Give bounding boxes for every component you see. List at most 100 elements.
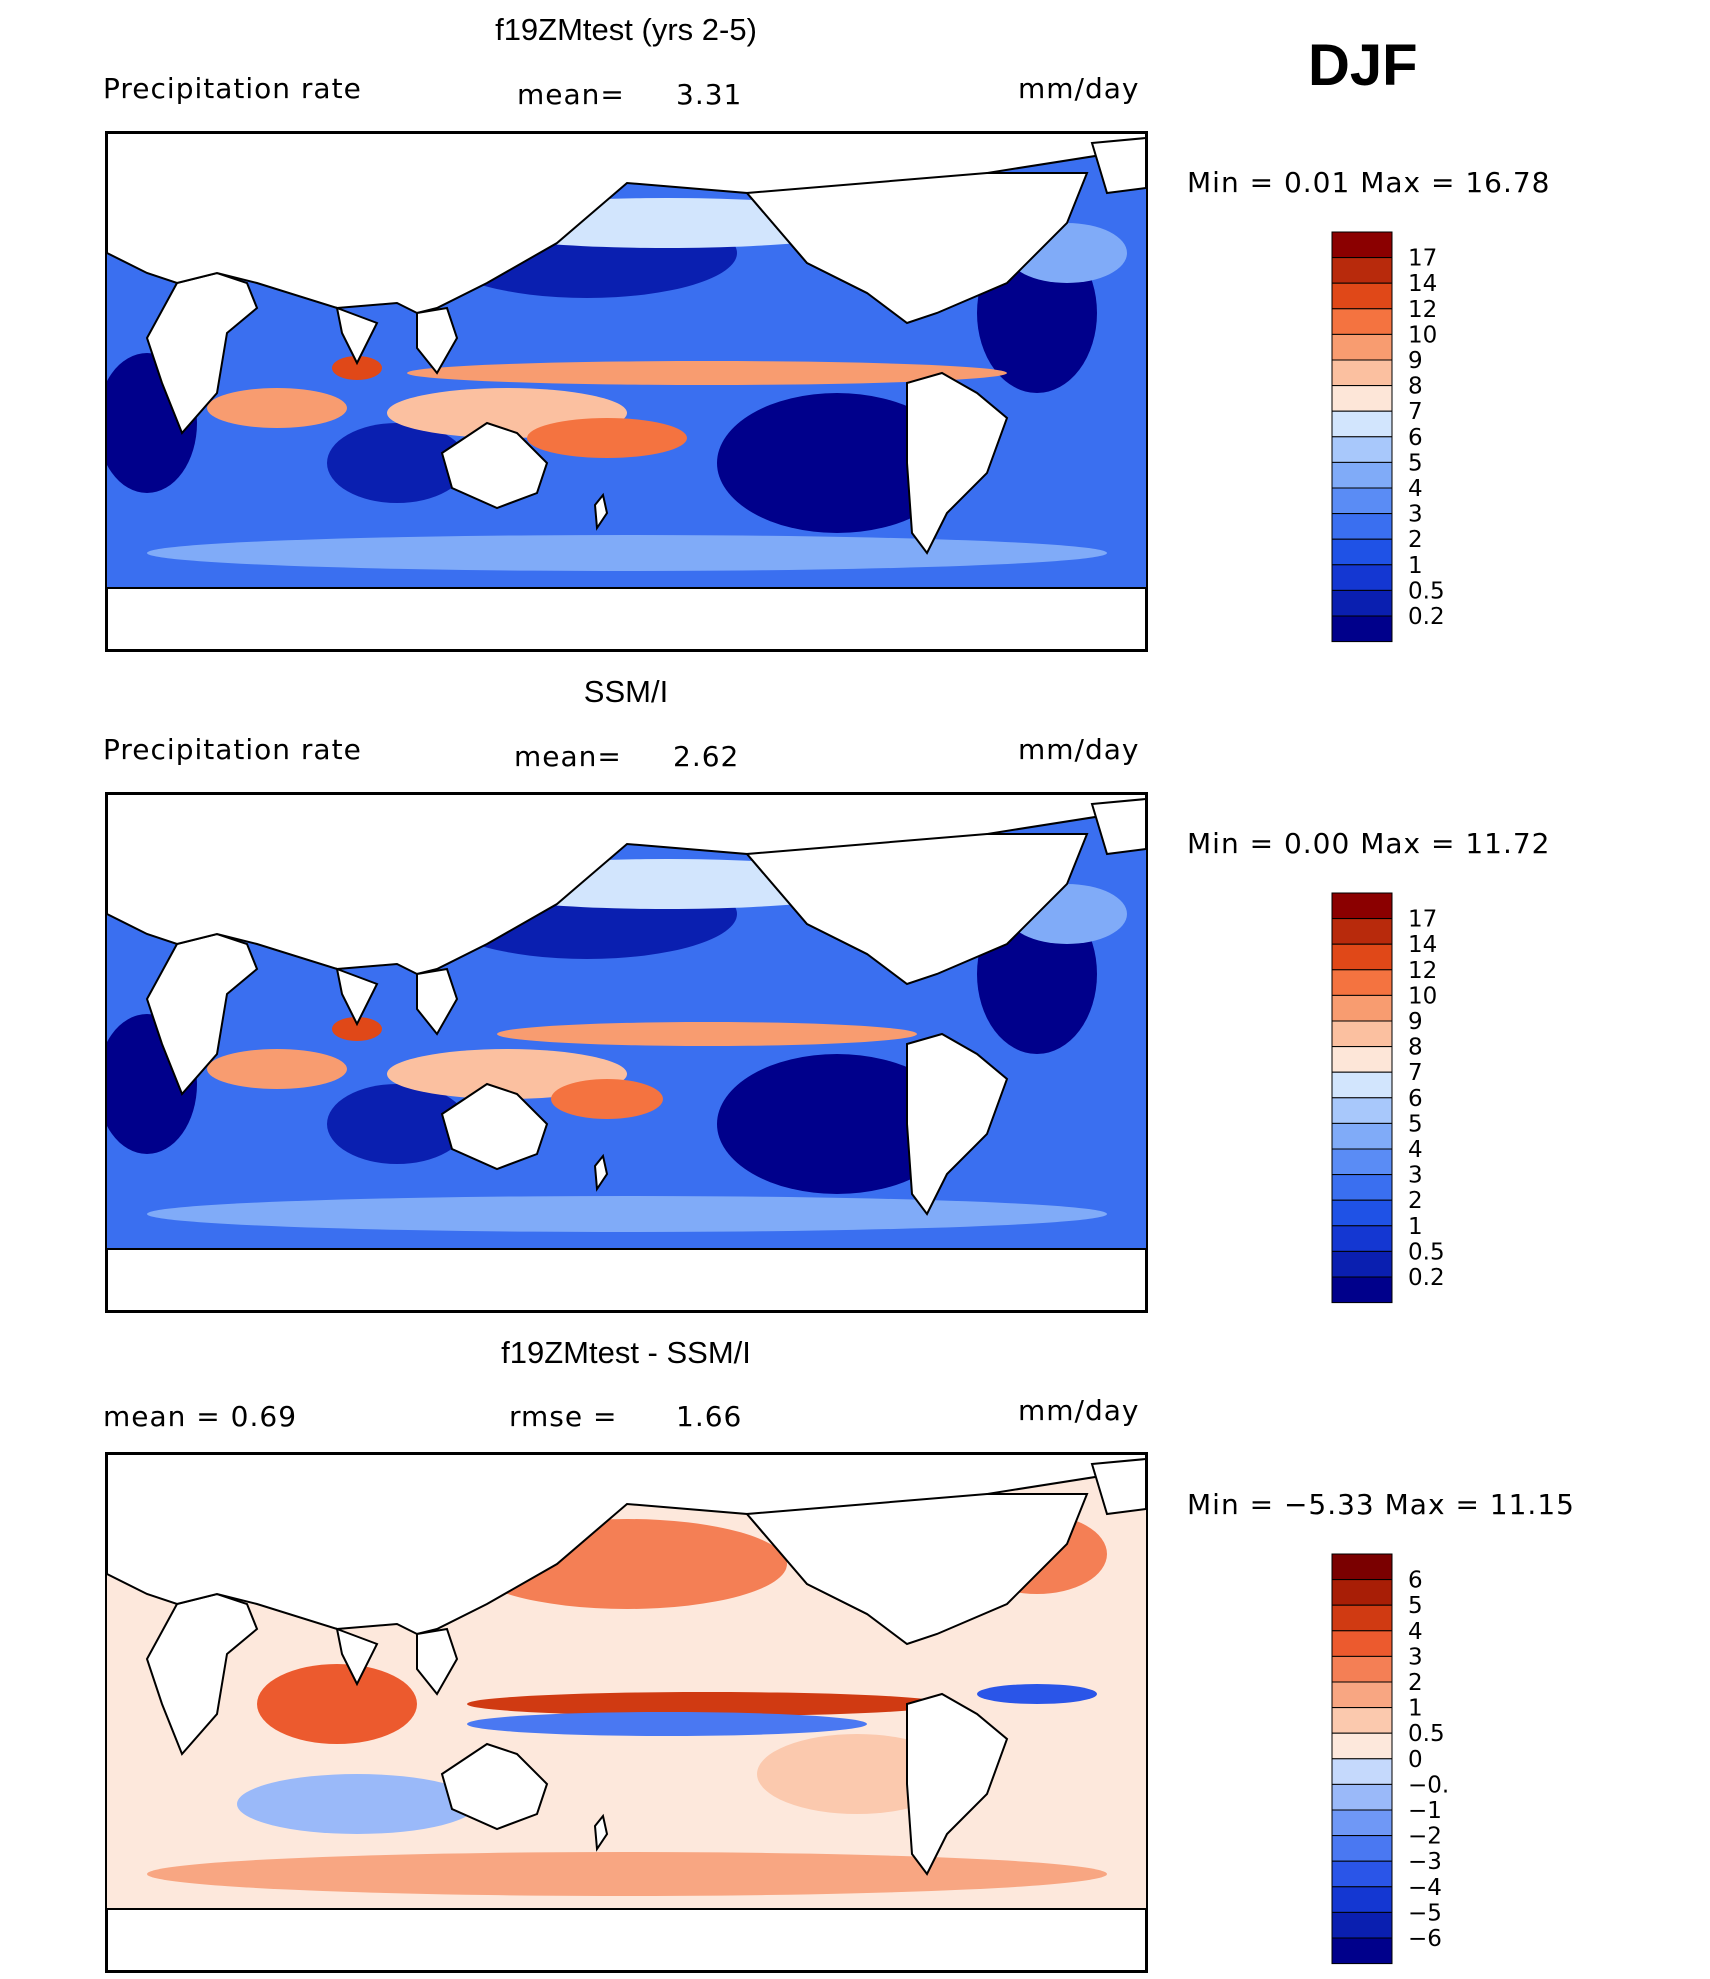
landmass-outline bbox=[107, 1908, 1146, 1971]
colorbar-tick-label: 9 bbox=[1408, 1009, 1423, 1035]
landmass-outline bbox=[335, 1627, 379, 1687]
landmass-outline bbox=[744, 1493, 1089, 1646]
panel-title: f19ZMtest (yrs 2-5) bbox=[495, 12, 757, 47]
spcz bbox=[527, 418, 687, 458]
colorbar-swatch bbox=[1331, 1681, 1393, 1709]
colorbar-swatch bbox=[1331, 282, 1393, 310]
colorbar-swatch bbox=[1331, 892, 1393, 920]
colorbar-tick-label: 2 bbox=[1408, 1670, 1423, 1696]
colorbar-swatch bbox=[1331, 994, 1393, 1022]
colorbar-swatch bbox=[1331, 1199, 1393, 1227]
colorbar-swatch bbox=[1331, 1148, 1393, 1176]
landmass-outline bbox=[744, 833, 1089, 986]
rmse-value: 1.66 bbox=[676, 1400, 743, 1433]
colorbar-swatch bbox=[1331, 1937, 1393, 1965]
variable-label: Precipitation rate bbox=[103, 733, 362, 766]
landmass-outline bbox=[335, 306, 379, 366]
colorbar-swatch bbox=[1331, 1886, 1393, 1913]
colorbar-tick-label: 4 bbox=[1408, 1619, 1423, 1645]
colorbar-tick-label: 7 bbox=[1408, 1060, 1423, 1086]
colorbar-swatch bbox=[1331, 1911, 1393, 1939]
colorbar-swatch bbox=[1331, 589, 1393, 617]
colorbar-tick-label: 5 bbox=[1408, 1111, 1423, 1137]
colorbar-tick-label: 4 bbox=[1408, 1137, 1423, 1163]
colorbar-swatch bbox=[1331, 564, 1393, 591]
colorbar-swatch bbox=[1331, 385, 1393, 412]
colorbar-tick-label: 0.2 bbox=[1408, 604, 1445, 630]
colorbar-tick-label: 14 bbox=[1408, 932, 1437, 958]
colorbar-swatch bbox=[1331, 1097, 1393, 1124]
colorbar-tick-label: 0.5 bbox=[1408, 578, 1445, 604]
colorbar-swatch bbox=[1331, 1250, 1393, 1278]
season-label: DJF bbox=[1308, 33, 1418, 98]
colorbar-swatch bbox=[1331, 1174, 1393, 1201]
colorbar-tick-label: 0.5 bbox=[1408, 1239, 1445, 1265]
units-label: mm/day bbox=[1018, 1394, 1140, 1427]
colorbar-swatch bbox=[1331, 1732, 1393, 1760]
colorbar-swatch bbox=[1331, 359, 1393, 387]
precipitation-map bbox=[105, 131, 1148, 652]
difference-map bbox=[105, 1452, 1148, 1973]
colorbar-swatch bbox=[1331, 1071, 1393, 1099]
colorbar-tick-label: 4 bbox=[1408, 476, 1423, 502]
colorbar-swatch bbox=[1331, 1579, 1393, 1606]
colorbar-tick-label: 0 bbox=[1408, 1747, 1423, 1773]
colorbar-tick-label: 17 bbox=[1408, 246, 1437, 272]
positive-bias bbox=[467, 1692, 947, 1716]
landmass-outline bbox=[416, 967, 459, 1036]
precipitation-map bbox=[105, 792, 1148, 1313]
map-field bbox=[107, 133, 1146, 650]
colorbar-swatch bbox=[1331, 487, 1393, 515]
colorbar-tick-label: −4 bbox=[1408, 1875, 1442, 1901]
mean-label: mean = 0.69 bbox=[103, 1400, 298, 1433]
heavy-rain-core bbox=[332, 1017, 382, 1041]
colorbar-swatch bbox=[1331, 1860, 1393, 1888]
colorbar-tick-label: 7 bbox=[1408, 399, 1423, 425]
colorbar-tick-label: −0.5 bbox=[1408, 1772, 1450, 1798]
colorbar-swatch bbox=[1331, 257, 1393, 284]
colorbar-tick-label: 1 bbox=[1408, 1696, 1423, 1722]
mean-label: mean= bbox=[517, 78, 625, 111]
landmass-outline bbox=[1090, 1457, 1146, 1516]
colorbar-tick-label: 12 bbox=[1408, 297, 1437, 323]
storm-track bbox=[147, 1196, 1107, 1232]
map-field bbox=[107, 1454, 1146, 1971]
indian-ocean-convergence bbox=[207, 1049, 347, 1089]
colorbar-swatch bbox=[1331, 513, 1393, 540]
colorbar-swatch bbox=[1331, 1046, 1393, 1073]
itcz bbox=[407, 361, 1007, 385]
colorbar-tick-label: 3 bbox=[1408, 1644, 1423, 1670]
mean-label: mean= bbox=[514, 740, 622, 773]
colorbar-tick-label: −1 bbox=[1408, 1798, 1442, 1824]
landmass-outline bbox=[744, 172, 1089, 325]
colorbar-swatch bbox=[1331, 1707, 1393, 1734]
colorbar-swatch bbox=[1331, 918, 1393, 945]
colorbar-tick-label: 2 bbox=[1408, 1188, 1423, 1214]
landmass-outline bbox=[440, 421, 549, 510]
itcz bbox=[497, 1022, 917, 1046]
colorbar-swatch bbox=[1331, 1783, 1393, 1811]
colorbar-tick-label: 3 bbox=[1408, 502, 1423, 528]
landmass-outline bbox=[1090, 136, 1146, 195]
min-max-label: Min = −5.33 Max = 11.15 bbox=[1187, 1488, 1575, 1521]
colorbar-swatch bbox=[1331, 1758, 1393, 1785]
colorbar-tick-label: 0.2 bbox=[1408, 1265, 1445, 1291]
panel-title: SSM/I bbox=[583, 674, 669, 709]
colorbar-tick-label: 9 bbox=[1408, 348, 1423, 374]
colorbar-tick-label: −6 bbox=[1408, 1926, 1442, 1952]
colorbar-tick-label: −3 bbox=[1408, 1849, 1442, 1875]
positive-bias bbox=[147, 1852, 1107, 1896]
variable-label: Precipitation rate bbox=[103, 72, 362, 105]
colorbar-swatch bbox=[1331, 538, 1393, 566]
negative-bias bbox=[977, 1684, 1097, 1704]
colorbar-swatch bbox=[1331, 308, 1393, 335]
dry-zone bbox=[717, 1054, 957, 1194]
colorbar-swatch bbox=[1331, 410, 1393, 438]
colorbar-swatch bbox=[1331, 333, 1393, 361]
landmass-outline bbox=[1090, 797, 1146, 856]
dry-zone bbox=[327, 423, 467, 503]
colorbar-swatch bbox=[1331, 1630, 1393, 1657]
